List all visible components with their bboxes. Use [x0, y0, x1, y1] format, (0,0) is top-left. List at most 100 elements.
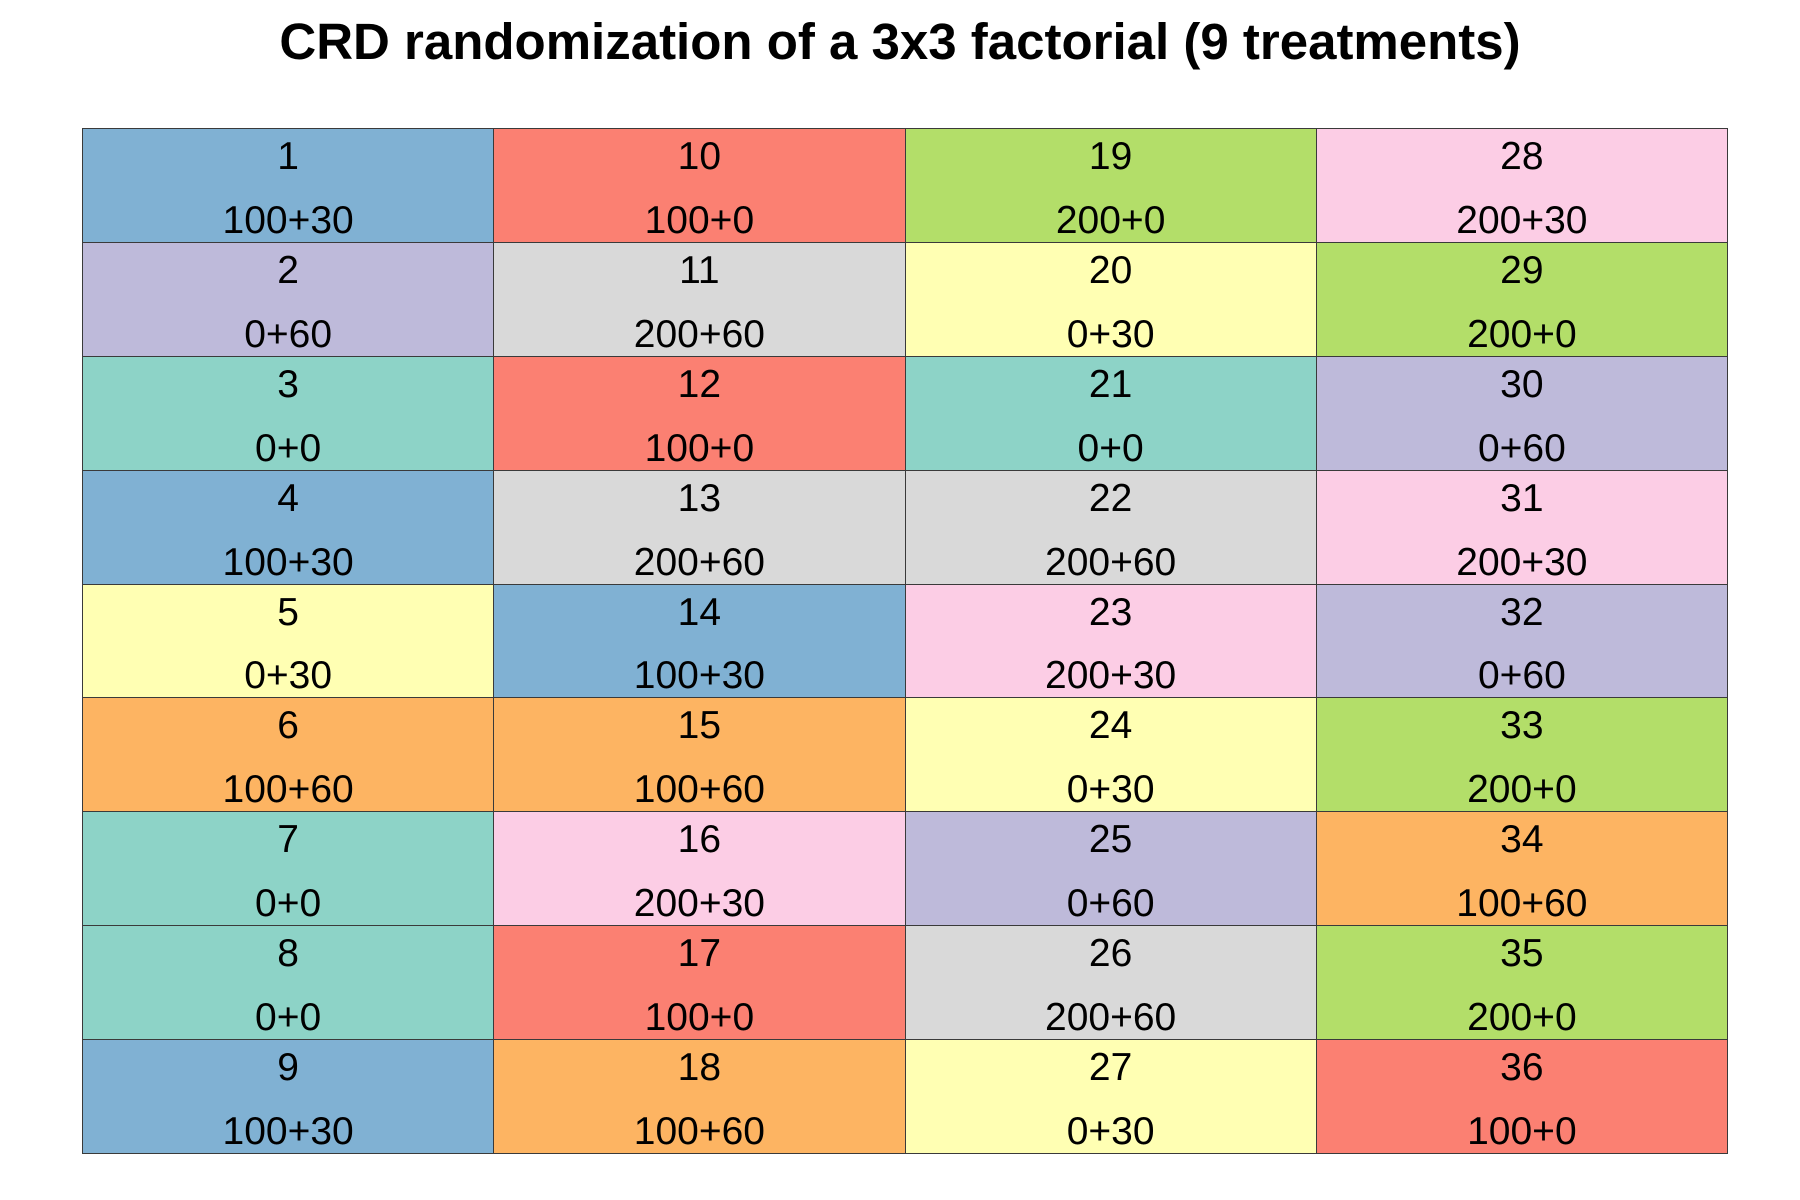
plot-number: 12	[677, 362, 722, 406]
treatment-label: 0+30	[1066, 1109, 1155, 1153]
plot-number: 33	[1500, 704, 1544, 748]
plot-cell: 27 0+30	[905, 1040, 1317, 1154]
treatment-label: 200+0	[1055, 198, 1166, 242]
treatment-label: 200+0	[1467, 312, 1577, 356]
plot-cell: 28 200+30	[1316, 129, 1728, 243]
plot-cell: 25 0+60	[905, 812, 1317, 927]
plot-number: 13	[677, 476, 722, 520]
plot-number: 24	[1088, 704, 1133, 748]
treatment-label: 100+30	[222, 198, 354, 242]
plot-cell: 15 100+60	[494, 698, 906, 813]
plot-cell: 32 0+60	[1316, 584, 1728, 699]
treatment-label: 0+60	[1477, 426, 1566, 470]
plot-cell: 4 100+30	[83, 470, 495, 585]
treatment-label: 0+30	[1066, 768, 1155, 812]
plot-cell: 24 0+30	[905, 698, 1317, 813]
treatment-label: 0+0	[1077, 426, 1144, 470]
plot-cell: 18 100+60	[494, 1040, 906, 1154]
treatment-label: 0+60	[1066, 882, 1155, 926]
treatment-label: 200+30	[1456, 540, 1588, 584]
plot-cell: 10 100+0	[494, 129, 906, 243]
treatment-label: 100+30	[222, 1109, 354, 1153]
treatment-label: 0+0	[255, 882, 322, 926]
plot-cell: 2 0+60	[83, 242, 495, 357]
treatment-label: 100+0	[1467, 1109, 1577, 1153]
treatment-label: 100+0	[644, 198, 755, 242]
treatment-label: 0+0	[255, 426, 322, 470]
plot-number: 8	[277, 932, 299, 976]
chart-title: CRD randomization of a 3x3 factorial (9 …	[279, 13, 1521, 70]
plot-number: 4	[277, 476, 299, 520]
plot-number: 6	[277, 704, 299, 748]
treatment-label: 200+60	[1045, 540, 1177, 584]
plot-number: 16	[677, 818, 722, 862]
treatment-label: 200+60	[633, 312, 765, 356]
treatment-label: 200+30	[1456, 198, 1588, 242]
plot-number: 9	[277, 1046, 299, 1090]
plot-number: 15	[677, 704, 722, 748]
plot-cell: 13 200+60	[494, 470, 906, 585]
plot-number: 36	[1500, 1046, 1544, 1090]
plot-cell: 8 0+0	[83, 926, 495, 1041]
treatment-label: 200+0	[1467, 768, 1577, 812]
plot-number: 11	[679, 248, 720, 292]
plot-number: 30	[1500, 362, 1544, 406]
plot-cell: 31 200+30	[1316, 470, 1728, 585]
plot-number: 10	[677, 135, 722, 178]
treatment-label: 0+60	[244, 312, 333, 356]
treatment-label: 200+60	[633, 540, 765, 584]
plot-cell: 19 200+0	[905, 129, 1317, 243]
treatment-label: 200+60	[1045, 996, 1177, 1040]
treatment-label: 0+30	[244, 654, 333, 698]
plot-number: 18	[677, 1046, 722, 1090]
plot-cell: 11 200+60	[494, 242, 906, 357]
treatment-label: 200+30	[633, 882, 765, 926]
treatment-label: 100+30	[222, 540, 354, 584]
plot-cell: 36 100+0	[1316, 1040, 1728, 1154]
plot-cell: 23 200+30	[905, 584, 1317, 699]
plot-cell: 6 100+60	[83, 698, 495, 813]
plot-number: 20	[1088, 248, 1133, 292]
treatment-label: 200+30	[1045, 654, 1177, 698]
plot-number: 34	[1500, 818, 1544, 862]
plot-number: 5	[277, 590, 299, 634]
plot-cell: 34 100+60	[1316, 812, 1728, 927]
treatment-label: 100+60	[1456, 882, 1588, 926]
treatment-label: 0+0	[255, 996, 322, 1040]
treatment-label: 0+30	[1066, 312, 1155, 356]
plot-number: 26	[1088, 932, 1133, 976]
plot-number: 7	[277, 818, 299, 862]
treatment-label: 100+60	[633, 768, 765, 812]
field-layout-grid: 1 100+30 2 0+60 3 0+0 4 100+30 5 0+30 6 100+60 7 0+0 8…	[82, 128, 1728, 1154]
plot-number: 31	[1500, 476, 1544, 520]
plot-number: 35	[1500, 932, 1544, 976]
plot-cell: 21 0+0	[905, 356, 1317, 471]
plot-cell: 20 0+30	[905, 242, 1317, 357]
plot-cell: 16 200+30	[494, 812, 906, 927]
plot-cell: 3 0+0	[83, 356, 495, 471]
plot-cell: 5 0+30	[83, 584, 495, 699]
plot-number: 19	[1088, 135, 1133, 178]
plot-cell: 33 200+0	[1316, 698, 1728, 813]
plot-number: 22	[1088, 476, 1133, 520]
plot-cell: 12 100+0	[494, 356, 906, 471]
plot-cell: 17 100+0	[494, 926, 906, 1041]
plot-number: 1	[277, 135, 299, 178]
plot-number: 28	[1500, 135, 1544, 178]
plot-number: 23	[1088, 590, 1133, 634]
plot-number: 3	[277, 362, 299, 406]
treatment-label: 100+60	[633, 1109, 765, 1153]
plot-cell: 35 200+0	[1316, 926, 1728, 1041]
plot-cell: 22 200+60	[905, 470, 1317, 585]
treatment-label: 100+0	[644, 996, 755, 1040]
plot-number: 29	[1500, 248, 1544, 292]
plot-number: 14	[677, 590, 722, 634]
plot-number: 25	[1088, 818, 1133, 862]
plot-number: 21	[1088, 362, 1133, 406]
treatment-label: 200+0	[1467, 996, 1577, 1040]
plot-number: 2	[277, 248, 299, 292]
plot-cell: 29 200+0	[1316, 242, 1728, 357]
treatment-label: 100+60	[222, 768, 354, 812]
treatment-label: 100+30	[633, 654, 765, 698]
plot-cell: 9 100+30	[83, 1040, 495, 1154]
